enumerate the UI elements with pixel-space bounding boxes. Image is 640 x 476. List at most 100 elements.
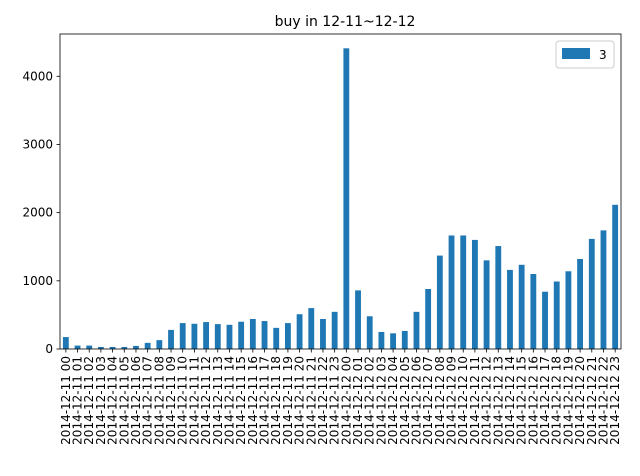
x-tick-label: 2014-12-11 02: [82, 356, 96, 445]
bar-23: [331, 311, 338, 349]
x-tick-label: 2014-12-11 18: [269, 356, 283, 445]
x-tick-label: 2014-12-11 06: [129, 356, 143, 445]
chart-title: buy in 12-11~12-12: [275, 14, 416, 30]
x-tick-label: 2014-12-11 04: [106, 356, 120, 445]
legend-swatch: [562, 48, 590, 59]
x-tick-label: 2014-12-11 05: [117, 356, 131, 445]
x-tick-label: 2014-12-12 03: [374, 356, 388, 445]
x-tick-label: 2014-12-12 08: [433, 356, 447, 445]
bar-40: [530, 274, 537, 349]
x-tick-label: 2014-12-11 09: [164, 356, 178, 445]
y-tick-label: 1000: [22, 274, 53, 288]
x-tick-label: 2014-12-11 12: [199, 356, 213, 445]
bar-46: [600, 230, 607, 349]
x-tick-label: 2014-12-11 13: [211, 356, 225, 445]
y-tick-label: 3000: [22, 137, 53, 151]
bar-8: [156, 340, 163, 349]
bar-24: [343, 48, 350, 349]
bar-36: [483, 260, 490, 349]
bar-12: [203, 322, 210, 349]
x-tick-label: 2014-12-11 03: [94, 356, 108, 445]
x-tick-label: 2014-12-11 01: [71, 356, 85, 445]
legend-label: 3: [599, 48, 607, 62]
x-tick-label: 2014-12-12 18: [550, 356, 564, 445]
x-tick-label: 2014-12-12 19: [561, 356, 575, 445]
bar-44: [577, 259, 584, 349]
bar-11: [191, 323, 198, 349]
bar-21: [308, 308, 315, 349]
x-tick-label: 2014-12-11 23: [328, 356, 342, 445]
bar-30: [413, 311, 420, 349]
bar-26: [366, 316, 373, 349]
bar-1: [74, 345, 81, 349]
bar-13: [214, 324, 221, 349]
bar-25: [355, 290, 361, 349]
bar-41: [542, 291, 548, 349]
bar-5: [121, 346, 128, 349]
legend: 3: [555, 40, 615, 69]
x-tick-label: 2014-12-11 22: [316, 356, 330, 445]
x-tick-label: 2014-12-11 20: [293, 356, 307, 445]
x-tick-label: 2014-12-11 11: [187, 356, 201, 445]
bar-4: [109, 346, 116, 349]
x-tick-label: 2014-12-11 07: [141, 356, 155, 445]
x-tick-label: 2014-12-11 21: [304, 356, 318, 445]
x-tick-label: 2014-12-12 13: [491, 356, 505, 445]
x-tick-label: 2014-12-12 22: [596, 356, 610, 445]
x-tick-label: 2014-12-12 02: [363, 356, 377, 445]
bar-27: [378, 331, 385, 349]
bar-14: [226, 324, 233, 349]
x-tick-label: 2014-12-12 21: [585, 356, 599, 445]
bar-3: [97, 346, 104, 349]
x-tick-label: 2014-12-11 14: [222, 356, 236, 445]
y-tick-label: 0: [45, 342, 53, 356]
bar-43: [565, 271, 572, 349]
bar-6: [133, 345, 139, 349]
bar-34: [460, 235, 467, 349]
x-tick-label: 2014-12-12 09: [445, 356, 459, 445]
x-tick-label: 2014-12-12 06: [409, 356, 423, 445]
bar-9: [168, 329, 174, 349]
bar-37: [495, 246, 502, 349]
bar-33: [448, 235, 455, 349]
bar-19: [284, 323, 291, 349]
bar-28: [390, 333, 397, 349]
bar-7: [144, 342, 151, 349]
bar-32: [436, 255, 443, 349]
bar-35: [471, 239, 478, 349]
bar-42: [553, 281, 560, 349]
y-tick-label: 4000: [22, 69, 53, 83]
bar-39: [518, 264, 525, 349]
x-tick-label: 2014-12-12 15: [515, 356, 529, 445]
x-tick-label: 2014-12-12 11: [468, 356, 482, 445]
x-tick-label: 2014-12-11 15: [234, 356, 248, 445]
x-tick-label: 2014-12-12 05: [398, 356, 412, 445]
bar-17: [261, 321, 268, 349]
x-tick-label: 2014-12-12 12: [480, 356, 494, 445]
x-tick-label: 2014-12-12 10: [456, 356, 470, 445]
x-tick-label: 2014-12-12 04: [386, 356, 400, 445]
x-tick-label: 2014-12-12 17: [538, 356, 552, 445]
bar-0: [62, 337, 69, 349]
bar-29: [401, 330, 408, 349]
x-tick-label: 2014-12-12 20: [573, 356, 587, 445]
x-tick-label: 2014-12-12 14: [503, 356, 517, 445]
bar-31: [425, 289, 432, 349]
bar-45: [588, 238, 595, 349]
x-tick-label: 2014-12-12 01: [351, 356, 365, 445]
bar-2: [86, 345, 93, 349]
y-axis: 0 1000 2000 3000 4000: [22, 69, 60, 356]
bar-16: [249, 319, 256, 349]
bar-10: [179, 323, 186, 349]
x-tick-label: 2014-12-12 00: [339, 356, 353, 445]
bars-group: [62, 48, 619, 349]
x-tick-label: 2014-12-11 00: [59, 356, 73, 445]
x-tick-label: 2014-12-12 16: [526, 356, 540, 445]
y-tick-label: 2000: [22, 206, 53, 220]
x-tick-label: 2014-12-11 16: [246, 356, 260, 445]
x-tick-label: 2014-12-12 07: [421, 356, 435, 445]
x-tick-label: 2014-12-11 08: [152, 356, 166, 445]
x-tick-label: 2014-12-11 10: [176, 356, 190, 445]
